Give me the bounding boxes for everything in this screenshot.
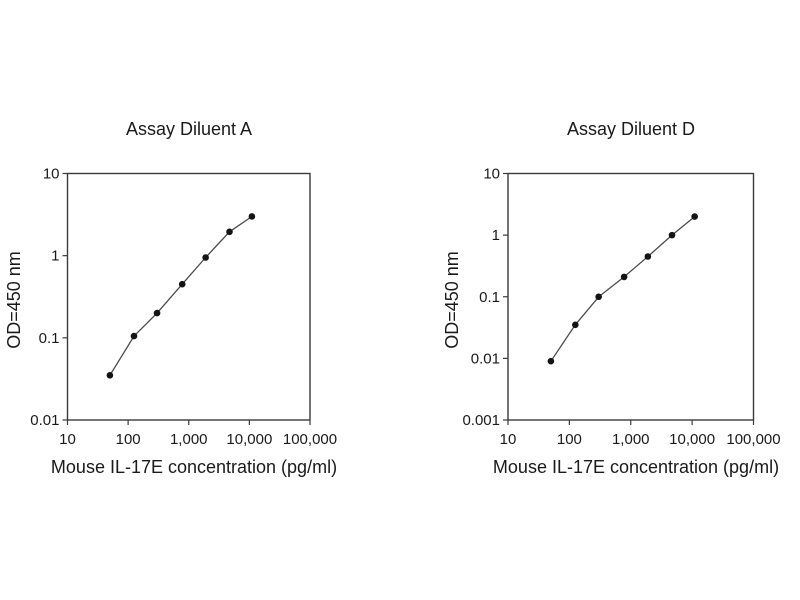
- y-tick-label: 1: [51, 248, 59, 265]
- plot-box: [66, 172, 311, 421]
- x-tick-label: 10,000: [669, 431, 715, 448]
- y-tick-label: 0.001: [462, 412, 500, 429]
- data-point: [668, 231, 676, 239]
- data-point: [106, 371, 114, 379]
- chart-d-plot: 10 100 1,000 10,000 100,000 0.001 0.01 0.1 1 10: [462, 166, 780, 449]
- x-tick-label: 100,000: [726, 431, 780, 448]
- x-tick-label: 10,000: [226, 431, 272, 448]
- chart-d-x-axis-title: Mouse IL-17E concentration (pg/ml): [492, 457, 780, 477]
- x-tick-label: 100: [116, 431, 141, 448]
- data-point: [691, 213, 698, 220]
- data-point: [248, 213, 256, 220]
- data-point: [547, 357, 555, 365]
- chart-d-title: Assay Diluent D: [566, 119, 696, 139]
- chart-d-y-axis-title: OD=450 nm: [442, 251, 462, 349]
- x-tick-label: 10: [59, 431, 76, 448]
- plot-box: [507, 172, 755, 421]
- series-line: [109, 215, 253, 376]
- data-point: [153, 309, 161, 317]
- x-tick-label: 10: [500, 431, 517, 448]
- x-tick-label: 100: [557, 431, 582, 448]
- data-point: [572, 321, 579, 329]
- y-tick-label: 10: [43, 166, 60, 183]
- x-tick-label: 100,000: [283, 431, 337, 448]
- data-point: [178, 280, 186, 288]
- x-tick-label: 1,000: [612, 431, 650, 448]
- data-point: [226, 228, 233, 236]
- data-point: [202, 254, 209, 261]
- y-tick-label: 0.1: [39, 330, 60, 347]
- series-line: [550, 216, 696, 362]
- chart-a-x-axis-title: Mouse IL-17E concentration (pg/ml): [50, 457, 338, 477]
- chart-a-y-axis-title: OD=450 nm: [4, 251, 24, 349]
- data-point: [644, 253, 652, 260]
- y-tick-label: 0.1: [479, 289, 500, 306]
- y-tick-label: 1: [492, 227, 500, 244]
- x-tick-label: 1,000: [170, 431, 208, 448]
- y-tick-label: 0.01: [30, 412, 59, 429]
- y-tick-label: 0.01: [471, 350, 500, 367]
- chart-a-plot: 10 100 1,000 10,000 100,000 0.01 0.1 1 10: [30, 166, 337, 449]
- chart-a-title: Assay Diluent A: [125, 119, 253, 139]
- data-point: [595, 293, 602, 301]
- y-tick-label: 10: [483, 166, 500, 183]
- data-point: [620, 273, 628, 281]
- data-point: [130, 332, 138, 340]
